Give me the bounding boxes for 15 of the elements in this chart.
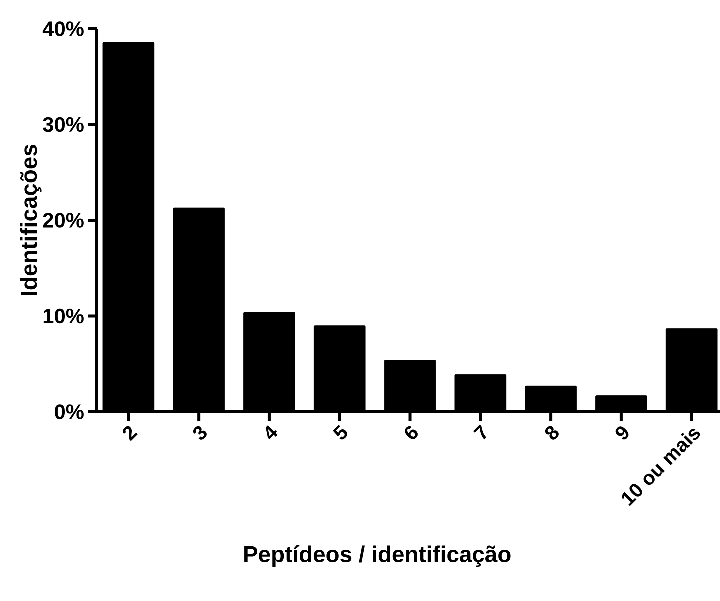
x-tick-label: 8 <box>545 426 559 440</box>
x-tick-label: 7 <box>473 424 487 440</box>
x-tick-label: 3 <box>193 426 207 440</box>
x-axis-title: Peptídeos / identificação <box>244 546 511 568</box>
y-tick-label: 0% <box>55 404 84 420</box>
y-tick-label: 20% <box>43 213 84 228</box>
x-tick-label: 4 <box>266 425 278 440</box>
y-axis-title: Identificações <box>20 145 42 296</box>
y-tick-label: 40% <box>42 22 84 36</box>
y-tick-label: 10% <box>44 308 84 324</box>
x-tick-label: 9 <box>616 426 629 440</box>
x-tick-label: 6 <box>405 426 418 440</box>
x-tick-label: 5 <box>333 425 348 440</box>
x-tick-label: 2 <box>123 426 138 442</box>
y-tick-label: 30% <box>43 117 84 132</box>
